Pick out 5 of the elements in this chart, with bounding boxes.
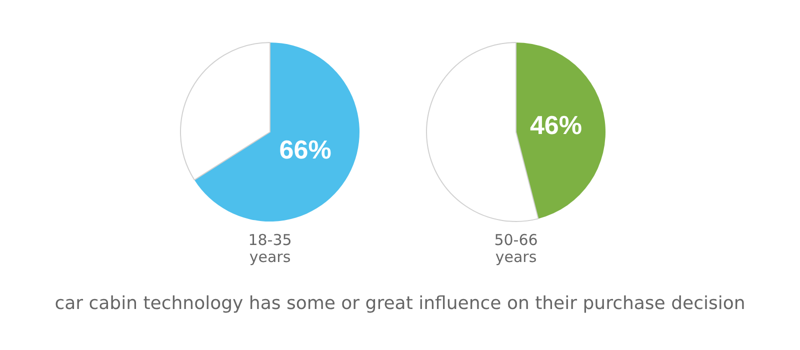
text: 18-35 years: [247, 231, 293, 266]
data-label: 66%: [279, 134, 332, 165]
text: car cabin technology has some or great influence on their purchase decision: [54, 293, 746, 314]
text: 50-66 years: [493, 231, 539, 266]
data-label: 46%: [530, 110, 582, 140]
